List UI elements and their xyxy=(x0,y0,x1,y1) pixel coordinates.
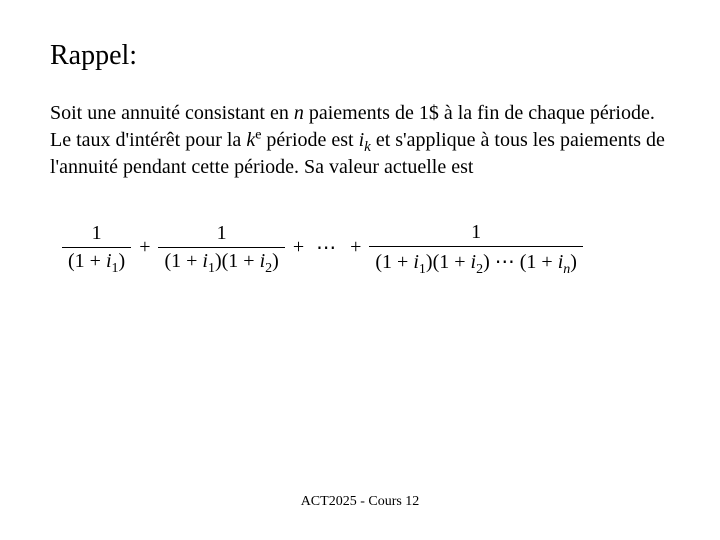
plus-sign: + xyxy=(350,236,361,259)
denominator: (1 + i1)(1 + i2) ⋯ (1 + in) xyxy=(369,246,583,274)
text-segment: Soit une annuité consistant en xyxy=(50,102,294,124)
var-n: n xyxy=(294,102,304,124)
slide: Rappel: Soit une annuité consistant en n… xyxy=(0,0,720,540)
fraction-term-2: 1 (1 + i1)(1 + i2) xyxy=(158,222,284,273)
present-value-formula: 1 (1 + i1) + 1 (1 + i1)(1 + i2) + ⋯ + 1 … xyxy=(50,221,670,274)
text-segment: période est xyxy=(261,129,358,151)
numerator: 1 xyxy=(86,222,108,247)
ellipsis: ⋯ xyxy=(316,235,338,260)
fraction-term-1: 1 (1 + i1) xyxy=(62,222,131,273)
var-k: k xyxy=(246,129,255,151)
fraction-term-n: 1 (1 + i1)(1 + i2) ⋯ (1 + in) xyxy=(369,221,583,274)
numerator: 1 xyxy=(211,222,233,247)
slide-footer: ACT2025 - Cours 12 xyxy=(0,494,720,510)
denominator: (1 + i1)(1 + i2) xyxy=(158,247,284,273)
slide-title: Rappel: xyxy=(50,40,670,72)
subscript-k: k xyxy=(364,139,371,155)
body-paragraph: Soit une annuité consistant en n paiemen… xyxy=(50,100,670,181)
denominator: (1 + i1) xyxy=(62,247,131,273)
plus-sign: + xyxy=(139,236,150,259)
numerator: 1 xyxy=(465,221,487,246)
plus-sign: + xyxy=(293,236,304,259)
